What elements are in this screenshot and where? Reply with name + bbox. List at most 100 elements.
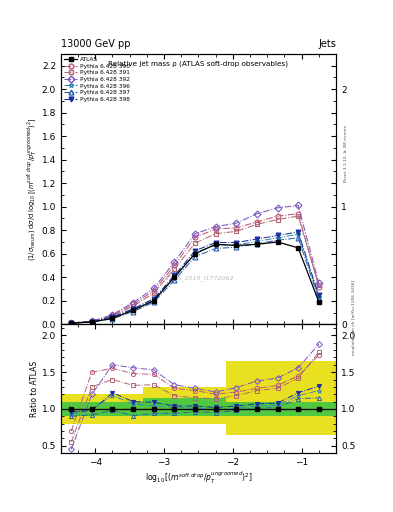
Pythia 6.428 392 <box>213 224 218 230</box>
Pythia 6.428 397 <box>296 235 301 241</box>
Pythia 6.428 391 <box>151 290 156 296</box>
Pythia 6.428 391 <box>131 303 136 309</box>
Pythia 6.428 396 <box>151 297 156 303</box>
Pythia 6.428 392 <box>110 312 115 318</box>
Pythia 6.428 390 <box>193 234 197 240</box>
Pythia 6.428 398 <box>90 319 94 325</box>
Pythia 6.428 396 <box>172 273 177 280</box>
Pythia 6.428 392 <box>275 205 280 211</box>
Pythia 6.428 398 <box>316 292 321 298</box>
Line: ATLAS: ATLAS <box>69 240 321 326</box>
Pythia 6.428 390 <box>172 263 177 269</box>
Pythia 6.428 390 <box>275 213 280 219</box>
Legend: ATLAS, Pythia 6.428 390, Pythia 6.428 391, Pythia 6.428 392, Pythia 6.428 396, P: ATLAS, Pythia 6.428 390, Pythia 6.428 39… <box>63 56 131 103</box>
Pythia 6.428 390 <box>90 318 94 325</box>
Text: Jets: Jets <box>318 38 336 49</box>
Pythia 6.428 398 <box>213 240 218 246</box>
Pythia 6.428 397 <box>131 309 136 315</box>
Pythia 6.428 396 <box>316 293 321 300</box>
Pythia 6.428 396 <box>296 231 301 238</box>
Pythia 6.428 391 <box>213 230 218 237</box>
Pythia 6.428 392 <box>69 320 73 326</box>
Pythia 6.428 396 <box>90 319 94 325</box>
Pythia 6.428 398 <box>131 306 136 312</box>
ATLAS <box>316 299 321 305</box>
Y-axis label: Ratio to ATLAS: Ratio to ATLAS <box>30 360 39 417</box>
Y-axis label: $(1/\sigma_{resum})$ d$\sigma$/d $\log_{10}[(m^{soft\ drop}/p_T^{ungroomed})^2]$: $(1/\sigma_{resum})$ d$\sigma$/d $\log_{… <box>26 117 39 261</box>
Pythia 6.428 391 <box>69 320 73 326</box>
Line: Pythia 6.428 396: Pythia 6.428 396 <box>69 232 321 326</box>
Text: Rivet 3.1.10, ≥ 3M events: Rivet 3.1.10, ≥ 3M events <box>344 125 348 182</box>
Pythia 6.428 391 <box>90 318 94 325</box>
Pythia 6.428 398 <box>255 236 259 242</box>
ATLAS <box>275 239 280 245</box>
Pythia 6.428 391 <box>255 221 259 227</box>
ATLAS <box>234 242 239 248</box>
Line: Pythia 6.428 398: Pythia 6.428 398 <box>69 229 321 326</box>
Pythia 6.428 392 <box>296 202 301 208</box>
Pythia 6.428 392 <box>234 220 239 226</box>
Pythia 6.428 396 <box>131 306 136 312</box>
Pythia 6.428 397 <box>193 253 197 260</box>
Pythia 6.428 390 <box>316 284 321 290</box>
ATLAS <box>110 315 115 322</box>
Pythia 6.428 396 <box>193 250 197 256</box>
Pythia 6.428 392 <box>193 230 197 237</box>
Line: Pythia 6.428 392: Pythia 6.428 392 <box>69 203 321 326</box>
Pythia 6.428 392 <box>131 300 136 306</box>
Pythia 6.428 398 <box>234 240 239 246</box>
Pythia 6.428 397 <box>172 277 177 283</box>
Pythia 6.428 397 <box>234 244 239 250</box>
ATLAS <box>193 251 197 257</box>
Pythia 6.428 397 <box>69 320 73 326</box>
X-axis label: $\log_{10}[(m^{soft\ drop}/p_T^{ungroomed})^2]$: $\log_{10}[(m^{soft\ drop}/p_T^{ungroome… <box>145 470 252 486</box>
ATLAS <box>296 245 301 251</box>
Pythia 6.428 398 <box>151 295 156 302</box>
Pythia 6.428 392 <box>172 259 177 265</box>
Pythia 6.428 398 <box>110 314 115 320</box>
Pythia 6.428 397 <box>316 296 321 302</box>
ATLAS <box>172 274 177 280</box>
Text: Relative jet mass ρ (ATLAS soft-drop observables): Relative jet mass ρ (ATLAS soft-drop obs… <box>108 60 288 67</box>
Pythia 6.428 391 <box>193 240 197 246</box>
Pythia 6.428 391 <box>234 228 239 234</box>
Pythia 6.428 391 <box>275 217 280 223</box>
Line: Pythia 6.428 397: Pythia 6.428 397 <box>69 236 321 326</box>
Pythia 6.428 397 <box>151 299 156 305</box>
ATLAS <box>90 319 94 325</box>
ATLAS <box>69 320 73 326</box>
ATLAS <box>213 241 218 247</box>
Pythia 6.428 390 <box>255 219 259 225</box>
Pythia 6.428 396 <box>110 314 115 321</box>
Pythia 6.428 397 <box>110 315 115 322</box>
Pythia 6.428 396 <box>213 242 218 248</box>
Pythia 6.428 391 <box>172 266 177 272</box>
ATLAS <box>151 297 156 304</box>
Pythia 6.428 390 <box>151 288 156 294</box>
Pythia 6.428 397 <box>90 319 94 325</box>
Pythia 6.428 390 <box>110 312 115 318</box>
Pythia 6.428 390 <box>234 225 239 231</box>
Pythia 6.428 396 <box>255 238 259 244</box>
Pythia 6.428 397 <box>255 241 259 247</box>
Pythia 6.428 396 <box>275 235 280 241</box>
Pythia 6.428 397 <box>275 237 280 243</box>
Line: Pythia 6.428 390: Pythia 6.428 390 <box>69 211 321 326</box>
Pythia 6.428 392 <box>255 210 259 217</box>
ATLAS <box>131 307 136 313</box>
Pythia 6.428 390 <box>131 301 136 307</box>
Text: ATLAS_2019_I1772062: ATLAS_2019_I1772062 <box>163 275 234 281</box>
Pythia 6.428 391 <box>296 213 301 219</box>
Pythia 6.428 391 <box>110 313 115 319</box>
Pythia 6.428 390 <box>296 210 301 217</box>
Pythia 6.428 398 <box>193 248 197 254</box>
Pythia 6.428 390 <box>69 320 73 326</box>
Line: Pythia 6.428 391: Pythia 6.428 391 <box>69 214 321 326</box>
ATLAS <box>255 241 259 247</box>
Pythia 6.428 398 <box>296 229 301 235</box>
Pythia 6.428 398 <box>275 232 280 239</box>
Pythia 6.428 396 <box>234 242 239 248</box>
Text: mcplots.cern.ch [arXiv:1306.3436]: mcplots.cern.ch [arXiv:1306.3436] <box>352 280 356 355</box>
Pythia 6.428 391 <box>316 283 321 289</box>
Pythia 6.428 392 <box>316 280 321 286</box>
